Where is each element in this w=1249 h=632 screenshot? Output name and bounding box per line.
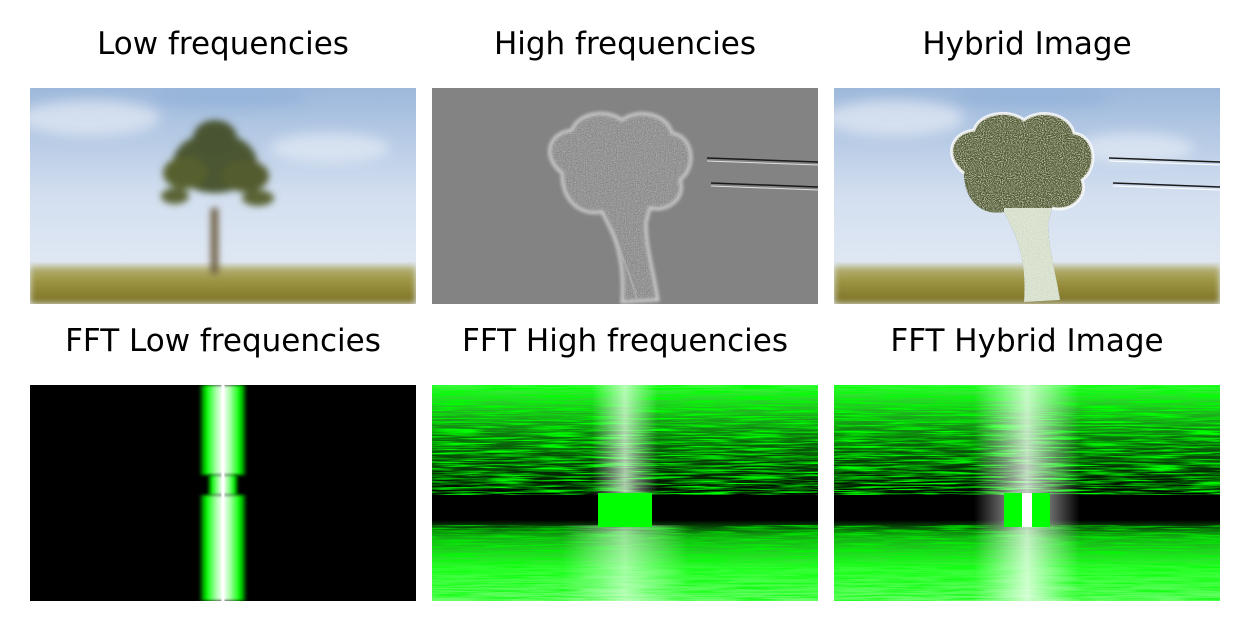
title-high-frequencies: High frequencies <box>493 26 757 62</box>
fft-high-frequencies-image <box>432 385 818 601</box>
fft-low-frequencies-image <box>30 385 416 601</box>
title-fft-hybrid-image: FFT Hybrid Image <box>890 323 1164 359</box>
high-frequencies-image <box>432 88 818 304</box>
title-low-frequencies: Low frequencies <box>97 26 349 62</box>
title-fft-low-frequencies: FFT Low frequencies <box>65 323 381 359</box>
title-hybrid-image: Hybrid Image <box>922 26 1132 62</box>
fft-hybrid-image <box>834 385 1220 601</box>
hybrid-image <box>834 88 1220 304</box>
title-fft-high-frequencies: FFT High frequencies <box>462 323 788 359</box>
low-frequencies-image <box>30 88 416 304</box>
